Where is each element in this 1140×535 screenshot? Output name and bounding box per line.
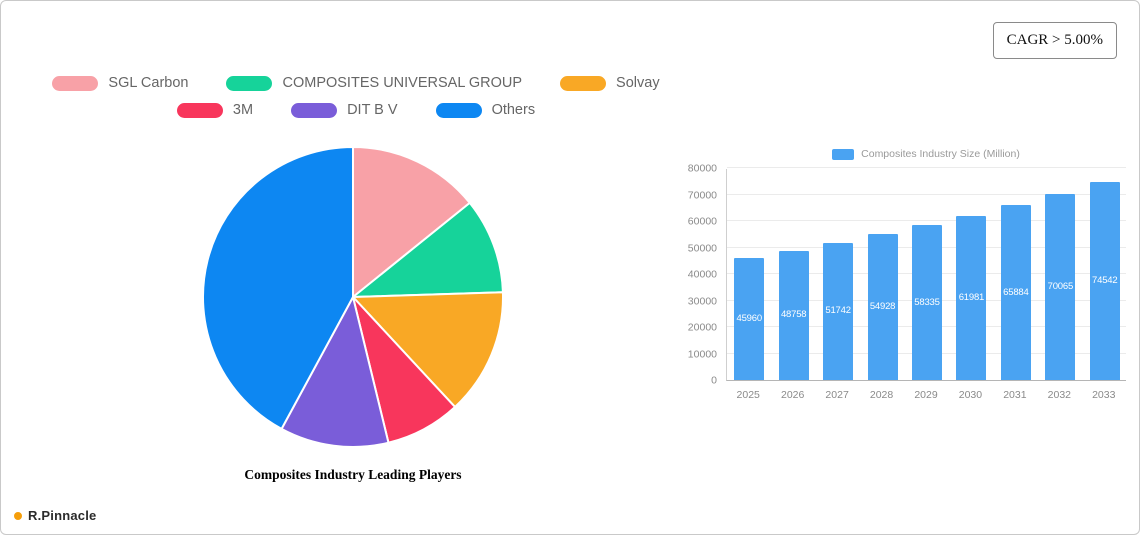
y-tick-label: 40000 xyxy=(687,268,717,281)
bar-legend-label: Composites Industry Size (Million) xyxy=(861,148,1020,160)
bar-2031: 65884 xyxy=(1000,205,1031,380)
bar-2033: 74542 xyxy=(1089,182,1120,380)
bar-value-label: 58335 xyxy=(914,296,940,308)
bar-value-label: 65884 xyxy=(1003,286,1029,298)
brand-footer: R.Pinnacle xyxy=(14,508,96,523)
legend-item-sgl-carbon[interactable]: SGL Carbon xyxy=(52,75,188,91)
bar-value-label: 70065 xyxy=(1047,281,1074,293)
legend-swatch xyxy=(226,75,273,91)
bar-value-label: 61981 xyxy=(958,291,985,303)
cagr-badge: CAGR > 5.00% xyxy=(992,22,1117,59)
legend-item-others[interactable]: Others xyxy=(435,102,536,118)
x-tick-label: 2030 xyxy=(958,389,983,401)
x-tick-label: 2029 xyxy=(914,389,938,401)
bar-2025: 45960 xyxy=(734,258,765,380)
pie-chart xyxy=(202,146,504,448)
bar-value-label: 48758 xyxy=(780,309,807,321)
bar-2032: 70065 xyxy=(1045,194,1076,380)
bar-chart: Composites Industry Size (Million) 0 1000… xyxy=(671,148,1126,401)
y-tick-label: 60000 xyxy=(687,215,717,228)
pie-slice-sgl-carbon xyxy=(352,146,471,298)
gridline xyxy=(727,167,1126,168)
legend-swatch xyxy=(291,102,338,118)
pie-chart-title: Composites Industry Leading Players xyxy=(244,467,462,482)
bar-2030: 61981 xyxy=(956,215,987,380)
pie-legend: SGL Carbon COMPOSITES UNIVERSAL GROUP Solv… xyxy=(31,75,681,118)
x-tick-label: 2026 xyxy=(780,389,805,401)
x-tick-label: 2027 xyxy=(825,389,849,401)
legend-swatch xyxy=(435,102,482,118)
pie-legend-row-2: 3M DIT B V Others xyxy=(176,102,536,118)
y-tick-label: 10000 xyxy=(687,348,717,360)
legend-label: COMPOSITES UNIVERSAL GROUP xyxy=(282,75,523,91)
legend-label: 3M xyxy=(232,102,254,118)
pie-slice-dit-b-v xyxy=(280,296,390,448)
bar-value-label: 45960 xyxy=(736,313,763,325)
y-tick-label: 80000 xyxy=(687,162,717,175)
bar-2026: 48758 xyxy=(778,250,809,380)
bar-2028: 54928 xyxy=(867,234,898,380)
legend-label: DIT B V xyxy=(347,102,398,118)
bar-value-label: 51742 xyxy=(825,305,851,317)
y-tick-label: 50000 xyxy=(687,242,717,254)
legend-label: SGL Carbon xyxy=(108,75,189,91)
bar-legend-swatch xyxy=(832,148,855,160)
legend-item-dit-b-v[interactable]: DIT B V xyxy=(291,102,398,118)
pie-legend-row-1: SGL Carbon COMPOSITES UNIVERSAL GROUP Solv… xyxy=(52,75,660,91)
bar-chart-plot-area: 45960 48758 51742 54928 58335 61981 65884 70065… xyxy=(726,167,1126,381)
gridline xyxy=(727,193,1126,195)
legend-item-composites-universal-group[interactable]: COMPOSITES UNIVERSAL GROUP xyxy=(226,75,522,91)
x-tick-label: 2033 xyxy=(1092,389,1116,401)
pinnacle-logo-icon xyxy=(14,511,22,520)
pie-slice-solvay xyxy=(352,291,504,408)
x-tick-label: 2032 xyxy=(1047,389,1072,401)
bar-value-label: 54928 xyxy=(869,301,896,313)
y-tick-label: 20000 xyxy=(687,321,717,334)
y-tick-label: 0 xyxy=(711,374,717,387)
y-tick-label: 70000 xyxy=(687,189,717,201)
legend-swatch xyxy=(560,75,607,91)
x-tick-label: 2028 xyxy=(869,389,894,401)
bar-2029: 58335 xyxy=(912,225,942,380)
legend-swatch xyxy=(52,75,99,91)
y-tick-label: 30000 xyxy=(687,295,717,307)
legend-item-solvay[interactable]: Solvay xyxy=(560,75,660,91)
pie-slice-composites-universal-group xyxy=(352,201,504,298)
x-tick-label: 2025 xyxy=(736,389,760,401)
legend-swatch xyxy=(176,102,223,118)
bar-chart-y-axis: 0 10000 20000 30000 40000 50000 60000 70000 8000… xyxy=(671,163,726,386)
legend-label: Others xyxy=(491,102,536,118)
bar-2027: 51742 xyxy=(823,242,854,380)
brand-name: R.Pinnacle xyxy=(28,508,97,523)
bar-chart-x-axis: 2025 2026 2027 2028 2029 2030 2031 2032 2033 xyxy=(726,381,1126,401)
pie-slice-others xyxy=(202,146,354,430)
x-tick-label: 2031 xyxy=(1003,389,1027,401)
bar-legend-item[interactable]: Composites Industry Size (Million) xyxy=(726,148,1126,160)
legend-label: Solvay xyxy=(616,75,660,91)
legend-item-3m[interactable]: 3M xyxy=(176,102,254,118)
bar-value-label: 74542 xyxy=(1092,275,1118,287)
gridline xyxy=(727,220,1126,221)
